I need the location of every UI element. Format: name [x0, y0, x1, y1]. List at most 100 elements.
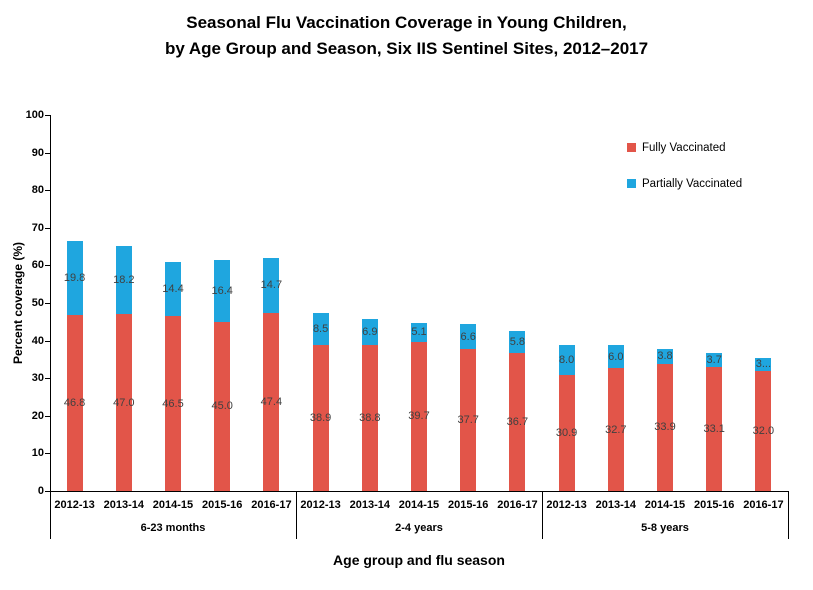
legend: Fully Vaccinated Partially Vaccinated	[627, 141, 742, 213]
bar-segment-partially	[460, 324, 477, 350]
bar-segment-fully	[509, 353, 526, 491]
y-tick-mark	[45, 265, 50, 267]
y-tick-mark	[45, 491, 50, 492]
x-axis-season-label: 2016-17	[743, 499, 784, 511]
x-axis-season-label: 2012-13	[300, 499, 341, 511]
y-tick-label: 50	[31, 297, 44, 309]
chart-title: Seasonal Flu Vaccination Coverage in You…	[0, 10, 813, 62]
y-tick-label: 20	[31, 409, 44, 422]
bar-segment-partially	[411, 322, 427, 342]
legend-label-partially-vaccinated: Partially Vaccinated	[642, 177, 743, 190]
bar-segment-fully	[706, 366, 723, 491]
y-tick-mark	[45, 190, 50, 192]
bar-segment-fully	[165, 316, 181, 491]
y-tick-label: 70	[31, 221, 44, 234]
y-tick-label: 40	[31, 334, 44, 347]
bar-value-label-partially: 8.0	[558, 353, 575, 366]
bar-segment-fully	[657, 363, 673, 491]
bar-segment-partially	[165, 262, 181, 317]
bar-segment-partially	[607, 345, 624, 369]
y-tick-mark	[45, 115, 50, 116]
bar-value-label-partially: 3.8	[657, 350, 673, 363]
y-tick-label: 90	[31, 146, 44, 159]
bar-segment-partially	[361, 319, 378, 346]
bar-value-label-partially: 14.4	[162, 283, 184, 296]
bar-segment-fully	[460, 349, 477, 491]
bar-segment-fully	[312, 344, 329, 491]
bar-value-label-partially: 3.7	[706, 353, 722, 366]
bar-segment-partially	[657, 349, 673, 364]
bar-segment-partially	[214, 260, 231, 322]
bar-segment-partially	[66, 240, 83, 316]
bar-value-label-fully: 47.4	[260, 395, 283, 408]
bar-value-label-fully: 32.0	[752, 424, 775, 437]
y-tick-mark	[45, 415, 50, 417]
bar-segment-partially	[509, 331, 526, 353]
legend-label-fully-vaccinated: Fully Vaccinated	[642, 141, 726, 154]
bar-value-label-partially: 3...	[755, 358, 772, 371]
x-axis-season-label: 2013-14	[349, 499, 390, 511]
legend-marker-partially-vaccinated-icon	[627, 179, 636, 188]
y-tick-mark	[45, 152, 50, 154]
bar-value-label-fully: 33.1	[703, 422, 725, 435]
bar-segment-partially	[755, 357, 772, 371]
x-axis-season-label: 2012-13	[546, 499, 587, 511]
x-axis-season-label: 2012-13	[54, 499, 95, 511]
bar-value-label-partially: 5.8	[509, 336, 526, 349]
bar-segment-fully	[66, 315, 83, 491]
x-axis-season-label: 2013-14	[595, 499, 636, 511]
bar-value-label-fully: 38.9	[309, 411, 332, 424]
bar-value-label-fully: 45.0	[211, 400, 233, 413]
bar-segment-fully	[411, 341, 427, 491]
x-axis-group-label: 5-8 years	[641, 522, 689, 534]
plot-area	[50, 115, 789, 492]
bar-value-label-partially: 18.2	[113, 274, 135, 287]
y-tick-mark	[45, 340, 50, 342]
x-axis-title: Age group and flu season	[333, 552, 505, 568]
y-tick-label: 100	[25, 109, 44, 121]
bar-value-label-partially: 8.5	[312, 322, 329, 335]
y-tick-mark	[45, 453, 50, 455]
y-tick-label: 10	[31, 447, 44, 460]
x-axis-group-label: 2-4 years	[395, 522, 443, 534]
bar-segment-partially	[558, 344, 575, 375]
chart-title-line-1: Seasonal Flu Vaccination Coverage in You…	[186, 13, 627, 32]
y-tick-label: 80	[31, 184, 44, 197]
bar-value-label-fully: 32.7	[605, 423, 627, 436]
x-axis-season-label: 2016-17	[251, 499, 292, 511]
y-tick-mark	[45, 227, 50, 229]
bar-value-label-fully: 37.7	[457, 414, 479, 427]
x-axis-group-label: 6-23 months	[140, 522, 206, 534]
x-axis-group-divider	[542, 491, 543, 539]
bar-value-label-fully: 38.8	[359, 412, 381, 425]
chart-title-line-2: by Age Group and Season, Six IIS Sentine…	[164, 39, 649, 58]
bar-value-label-fully: 46.8	[63, 397, 86, 410]
bar-value-label-fully: 33.9	[654, 421, 676, 434]
bar-value-label-partially: 14.7	[260, 279, 283, 292]
y-tick-mark	[45, 303, 50, 304]
bar-segment-partially	[115, 245, 132, 315]
x-axis-season-label: 2014-15	[644, 499, 686, 511]
bar-value-label-partially: 6.6	[460, 330, 476, 343]
x-axis-season-label: 2014-15	[398, 499, 440, 511]
bar-value-label-fully: 36.7	[506, 416, 529, 428]
x-axis-season-label: 2013-14	[103, 499, 144, 511]
bar-segment-fully	[607, 368, 624, 491]
bar-segment-partially	[263, 257, 280, 313]
bar-value-label-fully: 39.7	[408, 410, 430, 423]
bar-value-label-fully: 46.5	[162, 397, 184, 410]
bar-segment-partially	[312, 312, 329, 345]
x-axis-group-divider	[296, 491, 297, 539]
y-tick-label: 0	[37, 485, 44, 497]
bar-value-label-fully: 30.9	[555, 426, 578, 439]
bar-segment-partially	[706, 352, 723, 367]
x-axis-season-label: 2015-16	[694, 499, 735, 511]
bar-value-label-fully: 47.0	[113, 396, 135, 409]
x-axis-group-divider	[50, 491, 51, 539]
x-axis-season-label: 2015-16	[448, 499, 489, 511]
bar-segment-fully	[755, 370, 772, 491]
legend-item-fully-vaccinated: Fully Vaccinated	[627, 141, 742, 154]
x-axis-season-label: 2016-17	[497, 499, 538, 511]
y-tick-label: 30	[31, 372, 44, 385]
legend-item-partially-vaccinated: Partially Vaccinated	[627, 177, 742, 190]
